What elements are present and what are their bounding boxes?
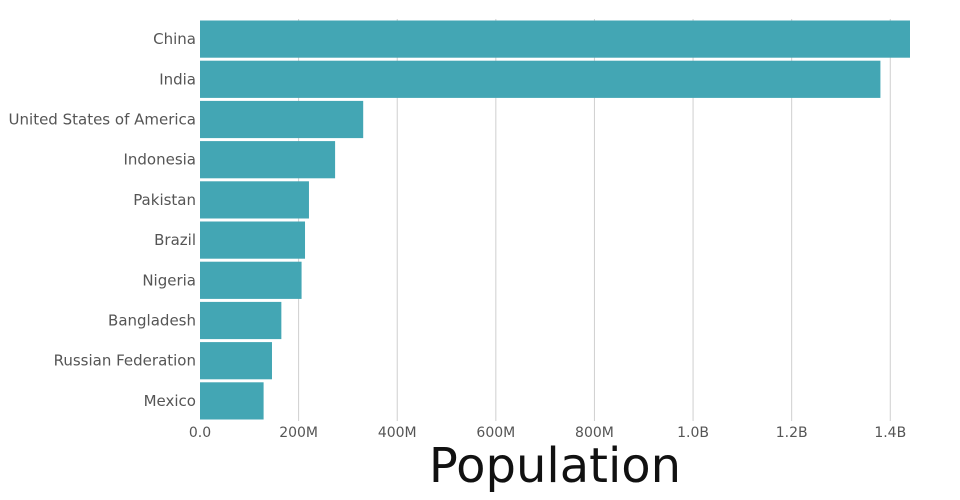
category-label: Pakistan <box>133 191 196 209</box>
x-tick-label: 1.0B <box>677 425 709 441</box>
category-label: China <box>153 30 196 48</box>
bars <box>200 20 910 420</box>
bar <box>200 60 881 98</box>
x-tick-labels: 0.0 200M 400M 600M 800M 1.0B 1.2B 1.4B <box>189 425 906 441</box>
category-label: United States of America <box>9 111 196 129</box>
category-label: Nigeria <box>142 271 196 289</box>
category-labels: China India United States of America Indone… <box>9 30 196 410</box>
category-label: Mexico <box>144 392 196 410</box>
bar <box>200 342 272 380</box>
x-tick-label: 1.2B <box>776 425 808 441</box>
bar <box>200 301 282 340</box>
x-axis-title: Population <box>429 438 681 494</box>
bar <box>200 141 336 179</box>
x-tick-label: 600M <box>476 425 515 441</box>
category-label: Bangladesh <box>108 312 196 330</box>
bar <box>200 100 364 139</box>
category-label: Russian Federation <box>54 352 196 370</box>
x-tick-label: 800M <box>575 425 614 441</box>
bar <box>200 181 309 219</box>
category-label: Indonesia <box>123 151 196 169</box>
bar <box>200 382 264 420</box>
x-tick-label: 200M <box>279 425 318 441</box>
bar <box>200 261 302 299</box>
bar <box>200 221 306 259</box>
x-tick-label: 400M <box>378 425 417 441</box>
category-label: Brazil <box>154 231 196 249</box>
x-tick-label: 0.0 <box>189 425 211 441</box>
x-tick-label: 1.4B <box>874 425 906 441</box>
bar <box>200 20 910 58</box>
category-label: India <box>159 70 196 88</box>
